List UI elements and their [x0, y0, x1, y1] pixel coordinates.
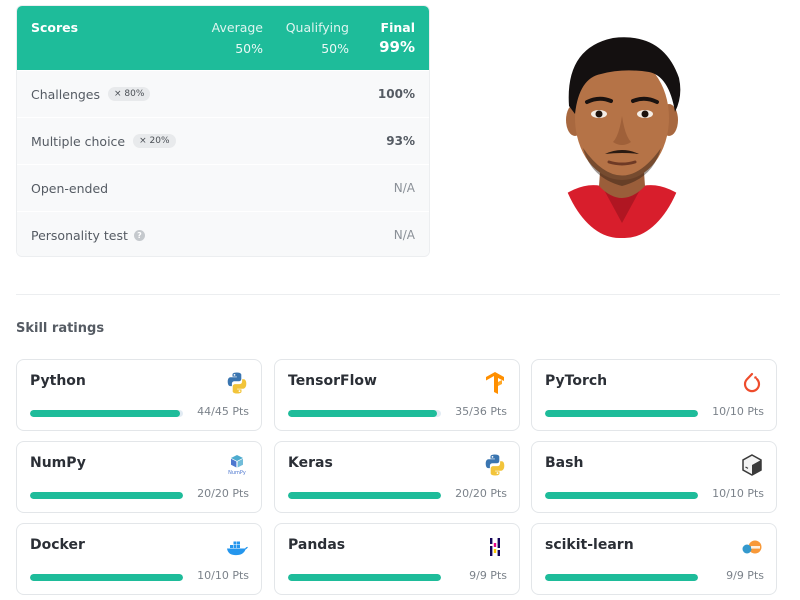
- skill-name: Docker: [30, 537, 85, 553]
- final-column: Final 99%: [379, 20, 415, 56]
- skill-points: 35/36 Pts: [455, 405, 507, 418]
- progress-bar: [545, 492, 698, 499]
- score-row-label: Open-ended: [31, 180, 109, 196]
- progress-bar: [545, 574, 698, 581]
- skill-points: 20/20 Pts: [455, 487, 507, 500]
- pandas-icon: [490, 538, 500, 556]
- help-icon[interactable]: ?: [133, 229, 145, 241]
- score-row-personality-test: Personality test ? N/A: [17, 211, 429, 256]
- weight-badge: × 80%: [108, 87, 151, 101]
- scores-title: Scores: [31, 20, 79, 35]
- skill-name: Bash: [545, 455, 584, 471]
- score-row-value: 100%: [377, 87, 415, 101]
- scores-header: Scores Average 50% Qualifying 50% Final …: [17, 6, 429, 70]
- progress-bar: [30, 410, 183, 417]
- bash-icon: [742, 454, 762, 476]
- progress-bar: [30, 574, 183, 581]
- average-label: Average: [211, 20, 263, 35]
- skill-ratings-title: Skill ratings: [16, 321, 105, 336]
- final-value: 99%: [379, 38, 415, 56]
- score-row-value: N/A: [393, 228, 415, 242]
- candidate-photo: [553, 28, 691, 238]
- section-divider: [16, 294, 780, 295]
- score-row-challenges: Challenges × 80% 100%: [17, 70, 429, 117]
- skill-card-bash: Bash 10/10 Pts: [531, 441, 777, 513]
- pytorch-icon: [743, 372, 761, 393]
- qualifying-value: 50%: [321, 41, 349, 56]
- average-value: 50%: [235, 41, 263, 56]
- final-label: Final: [380, 20, 415, 35]
- skill-points: 10/10 Pts: [712, 487, 764, 500]
- skill-card-pandas: Pandas 9/9 Pts: [274, 523, 520, 595]
- skill-points: 20/20 Pts: [197, 487, 249, 500]
- skill-card-keras: Keras 20/20 Pts: [274, 441, 520, 513]
- skill-name: Python: [30, 373, 86, 389]
- progress-bar: [288, 574, 441, 581]
- numpy-icon: NumPy: [228, 455, 246, 476]
- python-icon: [227, 372, 247, 394]
- skill-points: 10/10 Pts: [197, 569, 249, 582]
- skill-name: Keras: [288, 455, 333, 471]
- score-row-value: N/A: [393, 181, 415, 195]
- skill-points: 44/45 Pts: [197, 405, 249, 418]
- scores-card: Scores Average 50% Qualifying 50% Final …: [16, 5, 430, 257]
- skill-card-python: Python 44/45 Pts: [16, 359, 262, 431]
- skill-points: 10/10 Pts: [712, 405, 764, 418]
- skill-card-scikit-learn: scikit-learn 9/9 Pts: [531, 523, 777, 595]
- qualifying-label: Qualifying: [285, 20, 349, 35]
- skill-card-tensorflow: TensorFlow 35/36 Pts: [274, 359, 520, 431]
- progress-bar: [545, 410, 698, 417]
- skill-name: Pandas: [288, 537, 346, 553]
- skill-points: 9/9 Pts: [726, 569, 764, 582]
- tensorflow-icon: [486, 372, 504, 394]
- score-row-value: 93%: [386, 134, 415, 148]
- skill-name: scikit-learn: [545, 537, 634, 553]
- svg-text:NumPy: NumPy: [228, 470, 246, 476]
- skill-name: NumPy: [30, 455, 86, 471]
- score-row-label: Multiple choice: [31, 133, 126, 149]
- score-row-label: Personality test: [31, 227, 128, 243]
- score-row-open-ended: Open-ended N/A: [17, 164, 429, 211]
- weight-badge: × 20%: [133, 134, 176, 148]
- progress-bar: [288, 492, 441, 499]
- skill-card-pytorch: PyTorch 10/10 Pts: [531, 359, 777, 431]
- skill-card-numpy: NumPy NumPy 20/20 Pts: [16, 441, 262, 513]
- progress-bar: [30, 492, 183, 499]
- scikit-learn-icon: [742, 540, 762, 554]
- average-column: Average 50%: [212, 20, 263, 56]
- qualifying-column: Qualifying 50%: [286, 20, 349, 56]
- skill-points: 9/9 Pts: [469, 569, 507, 582]
- score-row-label: Challenges: [31, 86, 101, 102]
- score-row-multiple-choice: Multiple choice × 20% 93%: [17, 117, 429, 164]
- skill-name: TensorFlow: [288, 373, 377, 389]
- progress-bar: [288, 410, 441, 417]
- skill-name: PyTorch: [545, 373, 608, 389]
- skill-card-docker: Docker 10/10 Pts: [16, 523, 262, 595]
- docker-icon: [227, 541, 248, 556]
- keras-icon: [485, 454, 505, 476]
